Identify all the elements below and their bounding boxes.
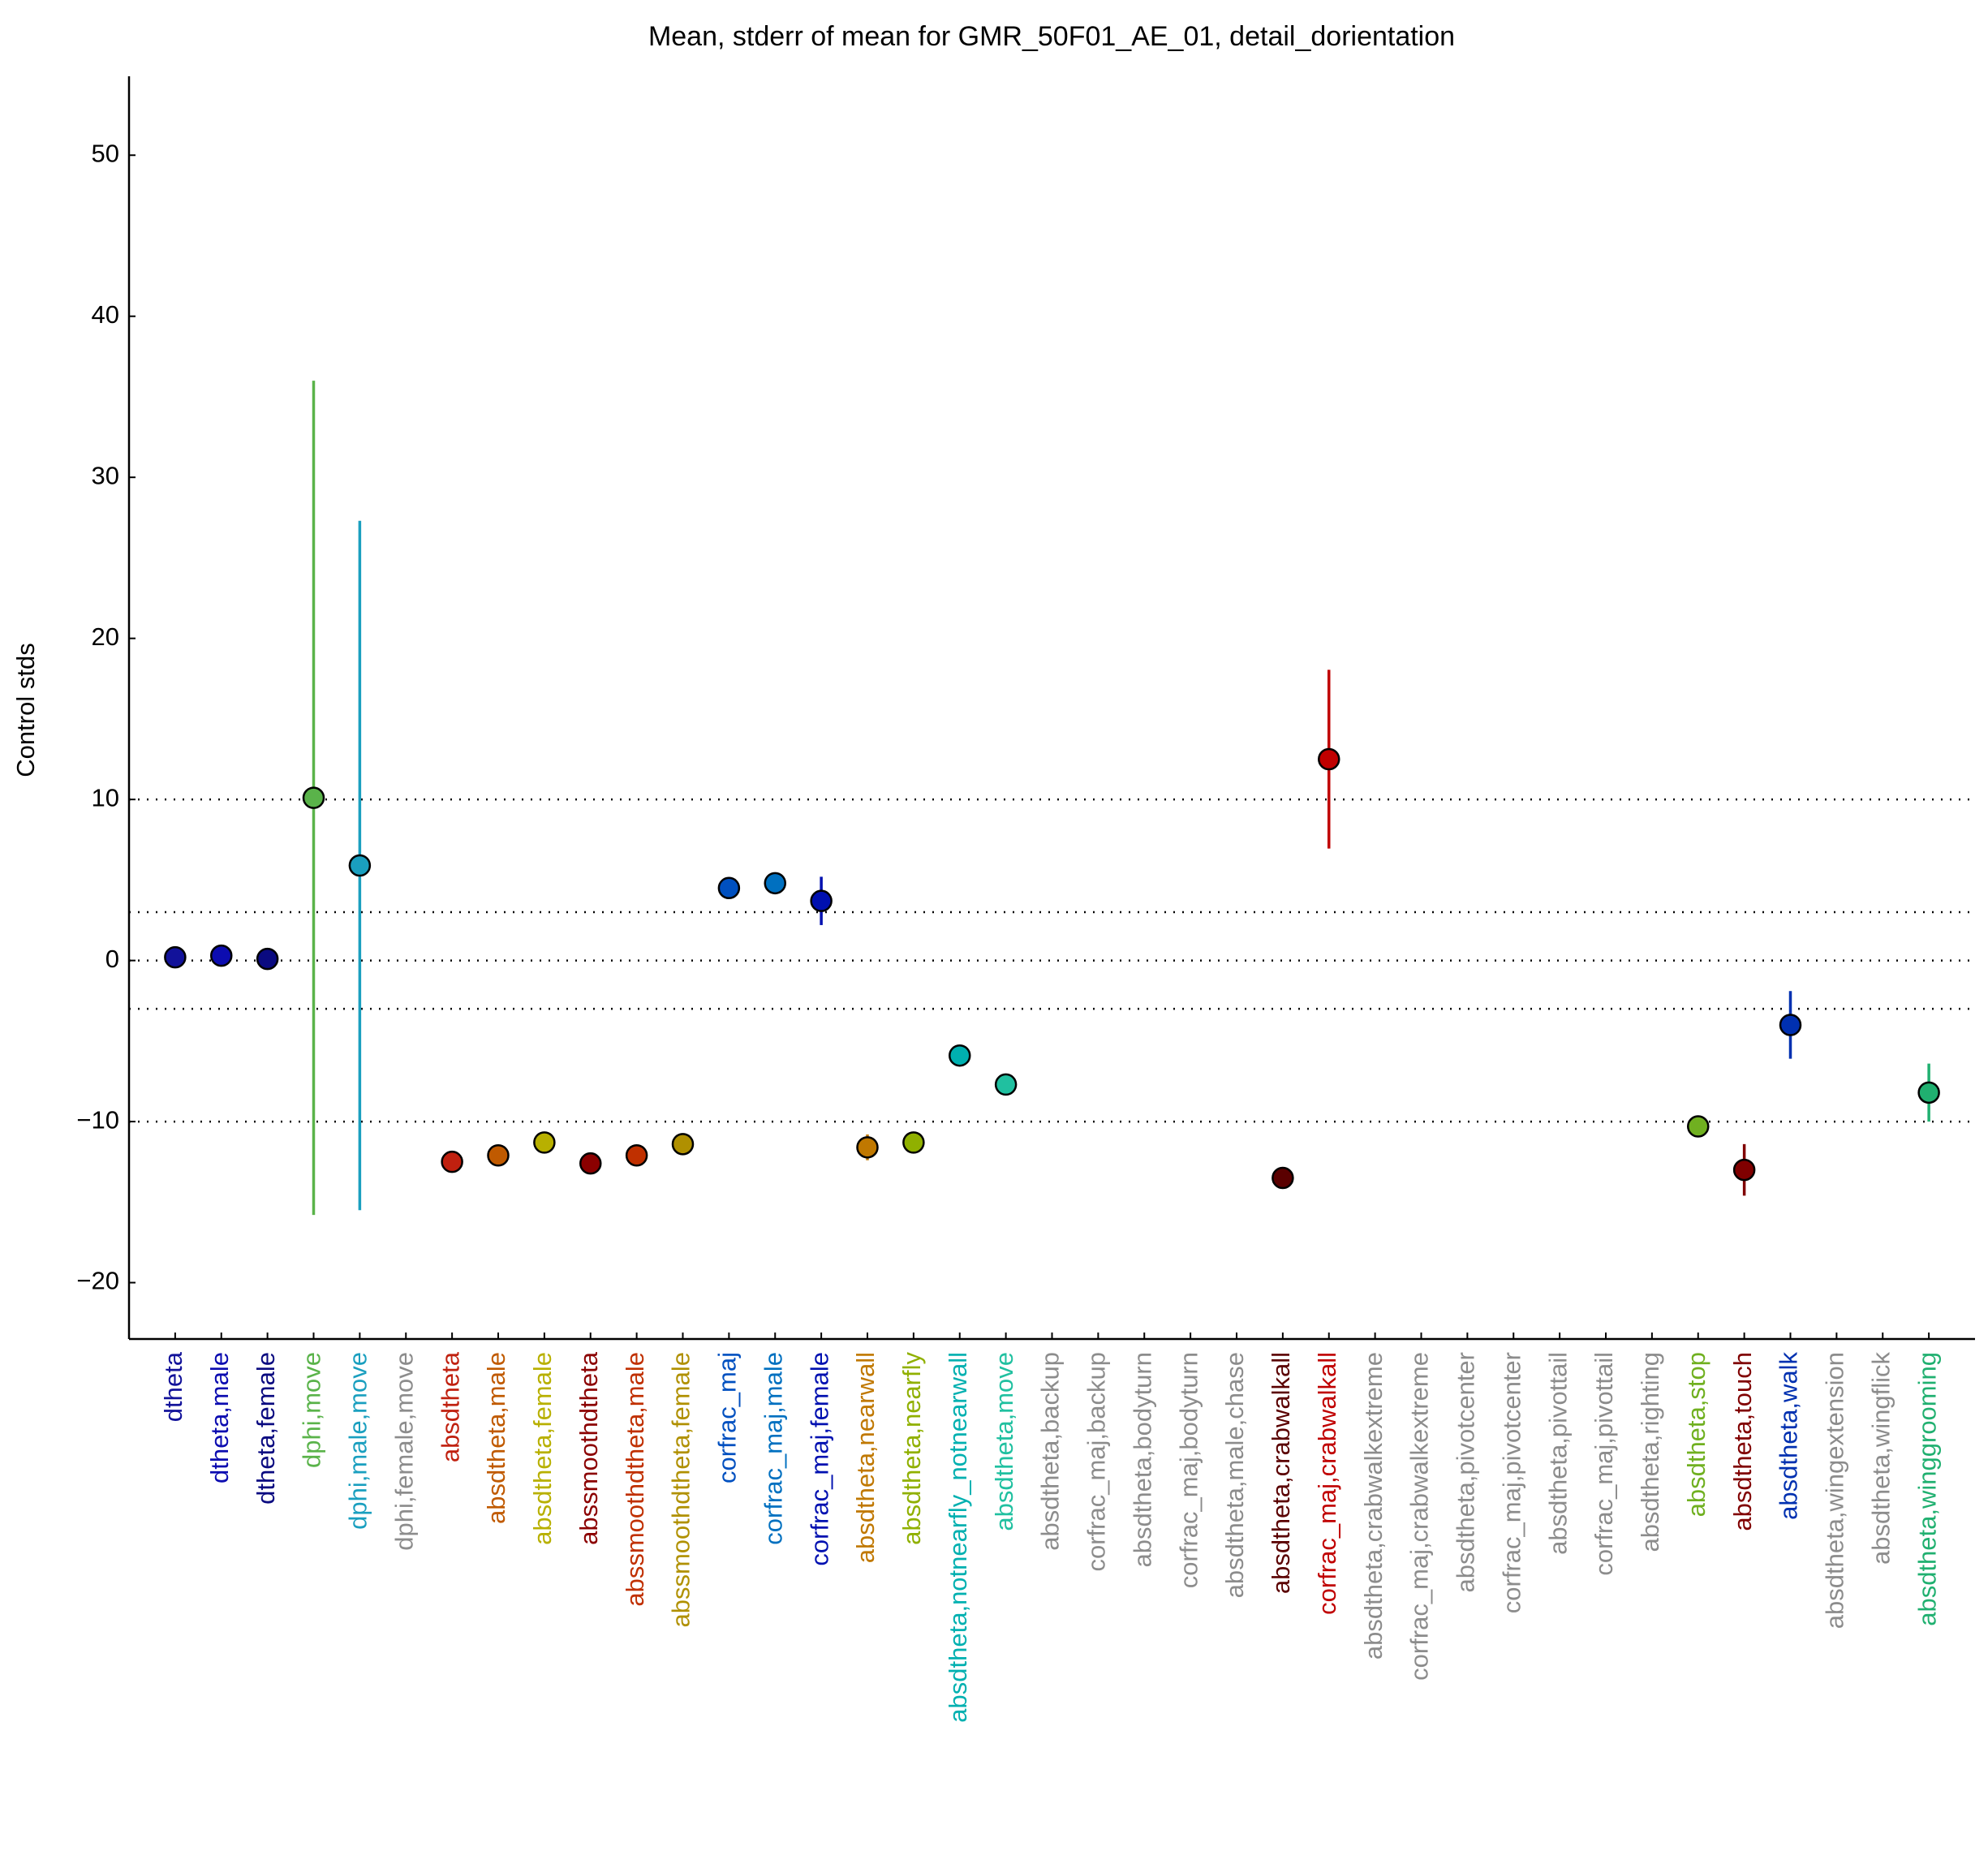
marker xyxy=(810,889,833,912)
y-tick-label: 40 xyxy=(92,300,119,329)
marker xyxy=(441,1150,463,1173)
x-tick-label: corfrac_maj,pivotcenter xyxy=(1497,1352,1525,1613)
x-tick-label: absdtheta,backup xyxy=(1036,1352,1065,1551)
marker xyxy=(994,1073,1018,1096)
marker xyxy=(856,1136,879,1159)
marker xyxy=(717,876,741,900)
marker xyxy=(1272,1166,1294,1190)
marker xyxy=(949,1044,971,1067)
x-tick-label: corfrac_maj,crabwalkall xyxy=(1313,1352,1341,1615)
y-tick-label: 10 xyxy=(92,783,119,812)
x-tick-label: absdtheta,crabwalkextreme xyxy=(1359,1352,1388,1660)
x-tick-label: dphi,female,move xyxy=(389,1352,418,1551)
x-tick-label: absdtheta,righting xyxy=(1636,1352,1664,1552)
marker xyxy=(902,1131,925,1154)
y-tick-label: 30 xyxy=(92,461,119,489)
x-tick-label: abssmoothdtheta,male xyxy=(621,1352,649,1607)
x-tick-label: absdtheta,bodyturn xyxy=(1128,1352,1156,1567)
x-tick-label: absdtheta,male xyxy=(482,1352,510,1524)
marker xyxy=(1318,747,1340,771)
marker xyxy=(1917,1081,1940,1104)
marker xyxy=(1732,1158,1756,1182)
x-tick-label: absdtheta,nearfly xyxy=(897,1352,926,1545)
x-tick-label: absdtheta,move xyxy=(990,1352,1018,1531)
x-tick-label: corfrac_maj,bodyturn xyxy=(1174,1352,1203,1588)
x-tick-label: abssmoothdtheta,female xyxy=(667,1352,695,1628)
x-tick-label: absdtheta,notnearfly_notnearwall xyxy=(944,1352,972,1723)
x-tick-label: dtheta,female xyxy=(252,1352,280,1505)
x-tick-label: absdtheta,winggrooming xyxy=(1913,1352,1941,1626)
x-tick-label: corfrac_maj,female xyxy=(805,1352,833,1566)
x-tick-label: corfrac_maj,crabwalkextreme xyxy=(1405,1352,1434,1681)
y-tick-label: 50 xyxy=(92,139,119,167)
marker xyxy=(625,1143,648,1167)
x-tick-label: dphi,move xyxy=(298,1352,326,1468)
x-tick-label: corfrac_maj,male xyxy=(759,1352,787,1545)
y-tick-label: 20 xyxy=(92,622,119,651)
marker xyxy=(210,944,233,967)
marker xyxy=(579,1152,602,1175)
y-tick-label: −10 xyxy=(76,1105,119,1134)
x-tick-label: absdtheta,nearwall xyxy=(851,1352,880,1563)
marker xyxy=(487,1143,510,1167)
x-tick-label: absdtheta,stop xyxy=(1682,1352,1710,1517)
x-tick-label: absdtheta xyxy=(436,1351,464,1462)
marker xyxy=(1779,1014,1802,1036)
x-tick-label: absdtheta,walk xyxy=(1775,1352,1803,1520)
x-tick-label: dtheta,male xyxy=(205,1352,234,1483)
x-tick-label: absdtheta,touch xyxy=(1728,1352,1757,1531)
marker xyxy=(164,945,187,969)
y-tick-label: 0 xyxy=(105,945,119,973)
x-tick-label: corfrac_maj,pivottail xyxy=(1590,1352,1618,1576)
marker xyxy=(348,854,372,877)
chart-title: Mean, stderr of mean for GMR_50F01_AE_01… xyxy=(648,21,1455,52)
x-tick-label: absdtheta,pivotcenter xyxy=(1452,1352,1480,1592)
y-tick-label: −20 xyxy=(76,1267,119,1295)
y-axis-label: Control stds xyxy=(11,643,40,777)
x-tick-label: absdtheta,female xyxy=(528,1352,557,1545)
x-tick-label: absdtheta,wingextension xyxy=(1821,1352,1849,1629)
x-tick-label: abssmoothdtheta xyxy=(574,1351,603,1545)
x-tick-label: dtheta xyxy=(159,1351,187,1422)
marker xyxy=(764,872,786,895)
marker xyxy=(671,1133,695,1156)
x-tick-label: corfrac_maj,backup xyxy=(1082,1352,1111,1572)
x-tick-label: absdtheta,crabwalkall xyxy=(1267,1352,1295,1594)
x-tick-label: absdtheta,male,chase xyxy=(1220,1352,1249,1598)
x-tick-label: absdtheta,pivottail xyxy=(1543,1352,1572,1555)
marker xyxy=(533,1131,556,1154)
marker xyxy=(302,786,325,809)
marker xyxy=(256,947,279,971)
x-tick-label: absdtheta,wingflick xyxy=(1866,1352,1895,1565)
x-tick-label: dphi,male,move xyxy=(344,1352,372,1530)
x-tick-label: corfrac_maj xyxy=(713,1352,742,1483)
marker xyxy=(1687,1115,1710,1138)
